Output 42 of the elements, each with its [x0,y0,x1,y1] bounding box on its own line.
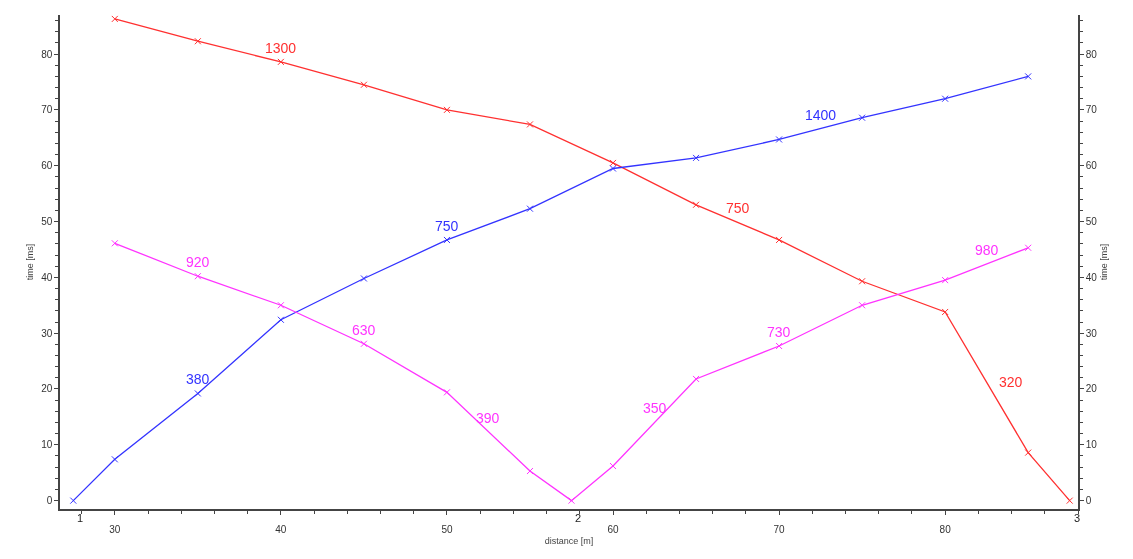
x-tick-label: 60 [607,523,620,535]
annotation: 350 [643,400,667,416]
annotation: 750 [435,218,459,234]
y-tick-label: 0 [46,495,53,507]
x-tick-label: 50 [441,523,453,535]
x-tick-label: 80 [939,523,952,535]
y2-tick-label: 40 [1085,271,1098,283]
annotation: 920 [186,254,210,270]
y2-tick-label: 70 [1085,104,1098,116]
x-tick-label: 30 [109,523,121,535]
annotation: 630 [352,322,376,338]
y-tick-label: 70 [41,104,53,116]
y2-tick-label: 50 [1085,216,1098,228]
y2-tick-label: 0 [1085,495,1092,507]
annotation: 1400 [805,107,837,123]
y-tick-label: 30 [41,327,53,339]
y-axis-title: time [ms] [24,243,35,281]
y-tick-label: 80 [41,48,53,60]
y-tick-label: 10 [41,439,53,451]
y2-tick-label: 20 [1085,383,1098,395]
annotation: 750 [726,200,750,216]
x-tick-label: 70 [773,523,786,535]
annotation: 320 [999,374,1023,390]
annotation: 980 [975,242,999,258]
y2-tick-label: 10 [1085,439,1098,451]
x-tick-label: 40 [275,523,287,535]
y2-axis-title: time [ms] [1098,243,1109,281]
annotation: 1300 [265,40,297,56]
y2-tick-label: 80 [1085,48,1098,60]
y-tick-label: 40 [41,271,53,283]
x-axis-title: distance [m] [544,536,594,547]
annotation: 3 [1074,512,1081,524]
y2-tick-label: 60 [1085,160,1098,172]
y-tick-label: 60 [41,160,53,172]
y-tick-label: 50 [41,216,53,228]
annotation: 380 [186,371,210,387]
annotation: 2 [575,512,582,524]
y2-tick-label: 30 [1085,327,1098,339]
annotation: 1 [77,512,84,524]
y-tick-label: 20 [41,383,53,395]
annotation: 390 [476,410,500,426]
annotation: 730 [767,324,791,340]
